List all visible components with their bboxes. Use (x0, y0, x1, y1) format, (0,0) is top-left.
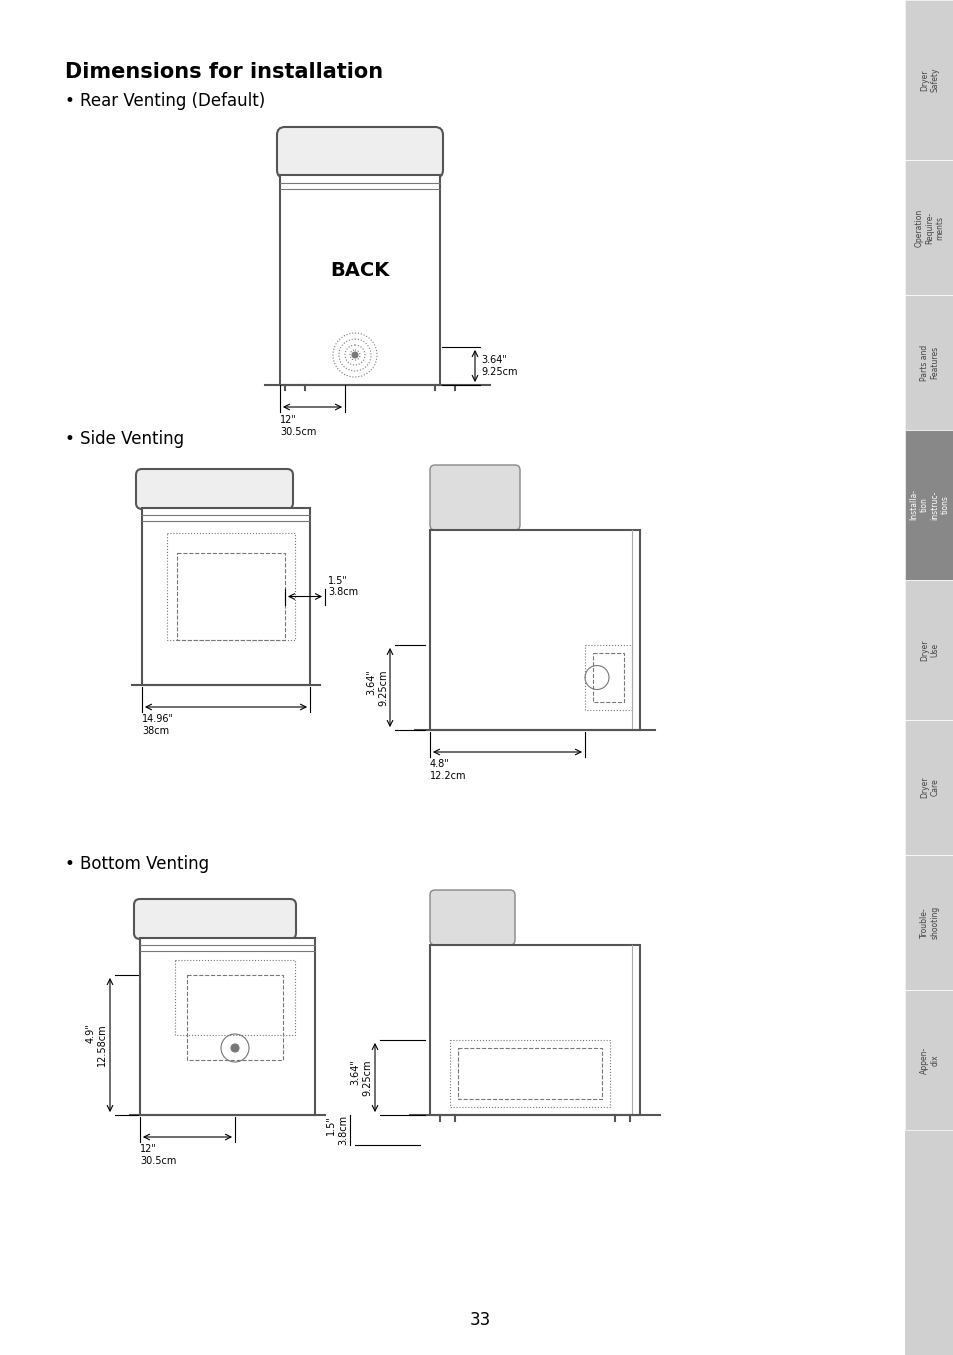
Bar (904, 0, 953, 160)
Text: 3.64"
9.25cm: 3.64" 9.25cm (350, 1060, 372, 1096)
Text: 1.5"
3.8cm: 1.5" 3.8cm (326, 1115, 348, 1145)
Text: 1.5"
3.8cm: 1.5" 3.8cm (328, 576, 357, 598)
Text: 12"
30.5cm: 12" 30.5cm (280, 415, 316, 436)
Text: Dryer
Safety: Dryer Safety (919, 68, 938, 92)
Bar (140, 938, 314, 1115)
Bar (430, 944, 639, 1115)
Text: 4.8"
12.2cm: 4.8" 12.2cm (430, 759, 466, 780)
Bar (904, 160, 953, 295)
Bar (167, 533, 294, 640)
Text: Dimensions for installation: Dimensions for installation (65, 62, 383, 83)
Bar (174, 959, 294, 1035)
Circle shape (231, 1043, 239, 1051)
Circle shape (352, 352, 357, 358)
Text: Installa-
tion
instruc-
tions: Installa- tion instruc- tions (908, 489, 948, 520)
Bar (187, 976, 283, 1060)
Bar (457, 1047, 601, 1099)
Text: Trouble-
shooting: Trouble- shooting (919, 906, 938, 939)
Text: 3.64"
9.25cm: 3.64" 9.25cm (366, 669, 388, 706)
Bar (177, 553, 285, 640)
Text: Dryer
Use: Dryer Use (919, 640, 938, 661)
Bar (904, 430, 953, 580)
Text: •: • (65, 855, 74, 873)
Bar (450, 1041, 609, 1107)
Bar (904, 0, 953, 1355)
FancyBboxPatch shape (430, 465, 519, 530)
Text: Bottom Venting: Bottom Venting (80, 855, 209, 873)
Text: Rear Venting (Default): Rear Venting (Default) (80, 92, 265, 110)
Text: Parts and
Features: Parts and Features (919, 344, 938, 381)
FancyBboxPatch shape (430, 890, 515, 944)
Text: Appen-
dix: Appen- dix (919, 1046, 938, 1073)
Text: 4.9"
12.58cm: 4.9" 12.58cm (86, 1023, 107, 1066)
Text: •: • (65, 92, 74, 110)
Bar (904, 720, 953, 855)
FancyBboxPatch shape (276, 127, 442, 178)
Bar (430, 530, 639, 730)
Bar (904, 991, 953, 1130)
Text: 14.96"
38cm: 14.96" 38cm (142, 714, 173, 736)
Text: BACK: BACK (330, 260, 389, 279)
Bar (142, 508, 310, 686)
Text: Side Venting: Side Venting (80, 430, 184, 449)
Bar (904, 580, 953, 720)
FancyBboxPatch shape (133, 898, 295, 939)
Text: Operation
Require-
ments: Operation Require- ments (914, 209, 943, 247)
Bar (904, 855, 953, 991)
Bar (584, 645, 631, 710)
Text: 12"
30.5cm: 12" 30.5cm (140, 1144, 176, 1165)
Text: 33: 33 (469, 1312, 490, 1329)
Text: Dryer
Care: Dryer Care (919, 776, 938, 798)
FancyBboxPatch shape (136, 469, 293, 509)
Bar (593, 653, 623, 702)
Text: •: • (65, 430, 74, 449)
Bar (904, 295, 953, 430)
Bar (280, 175, 439, 385)
Text: 3.64"
9.25cm: 3.64" 9.25cm (480, 355, 517, 377)
